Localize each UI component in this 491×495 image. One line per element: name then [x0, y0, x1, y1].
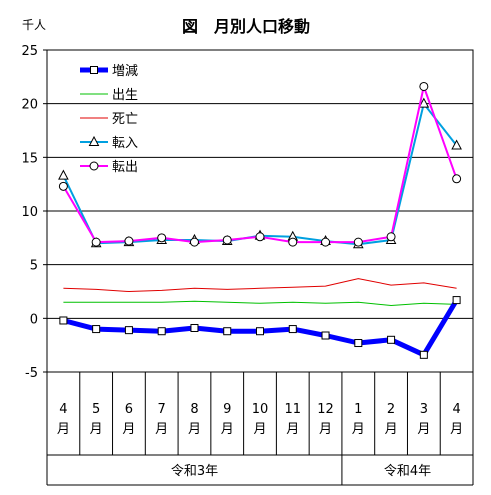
data-point [223, 327, 232, 336]
series-2 [63, 278, 457, 292]
chart-title: 図 月別人口移動 [182, 17, 310, 36]
x-tick-label-suffix: 月 [90, 422, 103, 437]
series-layer [58, 81, 462, 359]
data-point [418, 97, 430, 108]
y-tick-label: 20 [21, 98, 38, 113]
x-tick-label-suffix: 月 [188, 422, 201, 437]
data-point [189, 237, 199, 247]
x-tick-label: 2 [387, 402, 395, 417]
legend-label: 転出 [112, 160, 138, 175]
x-tick-label-suffix: 月 [417, 422, 430, 437]
x-tick-label-suffix: 月 [286, 422, 299, 437]
legend-marker [89, 161, 99, 171]
x-tick-label-suffix: 月 [155, 422, 168, 437]
x-tick-label-suffix: 月 [385, 422, 398, 437]
data-point [452, 296, 461, 305]
x-tick-label-suffix: 月 [450, 422, 463, 437]
x-tick-label-suffix: 月 [122, 422, 135, 437]
data-point [321, 237, 331, 247]
data-point [124, 236, 134, 246]
data-point [386, 232, 396, 242]
data-point [58, 181, 68, 191]
x-tick-label-suffix: 月 [221, 422, 234, 437]
y-tick-label: 25 [21, 44, 38, 59]
legend-item: 死亡 [80, 112, 138, 127]
x-tick-label: 11 [284, 402, 301, 417]
unit-label: 千人 [22, 18, 46, 32]
x-tick-label: 4 [59, 402, 67, 417]
series-0 [59, 296, 461, 359]
legend-item: 出生 [80, 88, 138, 103]
legend-label: 死亡 [112, 112, 138, 127]
y-tick-label: -5 [25, 366, 38, 381]
x-tick-label: 12 [317, 402, 334, 417]
data-point [157, 327, 166, 336]
x-tick-label: 10 [252, 402, 269, 417]
legend-label: 増減 [112, 63, 138, 79]
data-point [451, 139, 462, 150]
x-tick-label: 6 [125, 402, 133, 417]
legend-marker [88, 135, 100, 146]
legend-item: 転入 [80, 135, 138, 151]
series-line [63, 278, 457, 292]
data-point [354, 339, 363, 348]
x-tick-label-suffix: 月 [57, 422, 70, 437]
x-tick-label: 9 [223, 402, 231, 417]
legend-item: 増減 [80, 63, 138, 79]
legend-label: 出生 [112, 88, 138, 103]
x-tick-label: 3 [420, 402, 428, 417]
grid-layer [46, 49, 474, 373]
data-point [419, 81, 429, 91]
data-point [256, 327, 264, 336]
data-point [59, 316, 68, 325]
data-point [124, 326, 133, 335]
y-tick-label: 10 [21, 205, 38, 220]
x-tick-label: 5 [92, 402, 100, 417]
year-label: 令和3年 [171, 464, 218, 479]
legend-item: 転出 [80, 160, 138, 175]
x-tick-label: 7 [158, 402, 166, 417]
legend-label: 転入 [112, 136, 138, 151]
data-point [321, 331, 330, 340]
x-tick-label: 4 [452, 402, 460, 417]
legend-marker [90, 66, 98, 74]
data-point [190, 323, 199, 332]
y-tick-label: 5 [30, 259, 38, 274]
x-tick-label-suffix: 月 [253, 422, 266, 437]
x-tick-label-suffix: 月 [319, 422, 332, 437]
data-point [92, 325, 101, 334]
data-point [222, 235, 232, 245]
y-tick-label: 15 [21, 151, 38, 166]
data-point [353, 237, 363, 247]
data-point [288, 325, 297, 334]
data-point [91, 237, 101, 247]
data-point [452, 174, 462, 184]
series-4 [58, 81, 462, 247]
data-point [387, 335, 396, 344]
data-point [288, 237, 298, 247]
data-point [58, 169, 69, 180]
series-line [63, 300, 457, 306]
x-tick-label-suffix: 月 [352, 422, 365, 437]
data-point [419, 350, 428, 359]
data-point [255, 232, 265, 242]
series-1 [63, 300, 457, 306]
x-tick-label: 1 [354, 402, 362, 417]
x-tick-label: 8 [190, 402, 198, 417]
year-label: 令和4年 [384, 464, 431, 479]
data-point [157, 233, 167, 243]
y-tick-label: 0 [30, 312, 38, 327]
